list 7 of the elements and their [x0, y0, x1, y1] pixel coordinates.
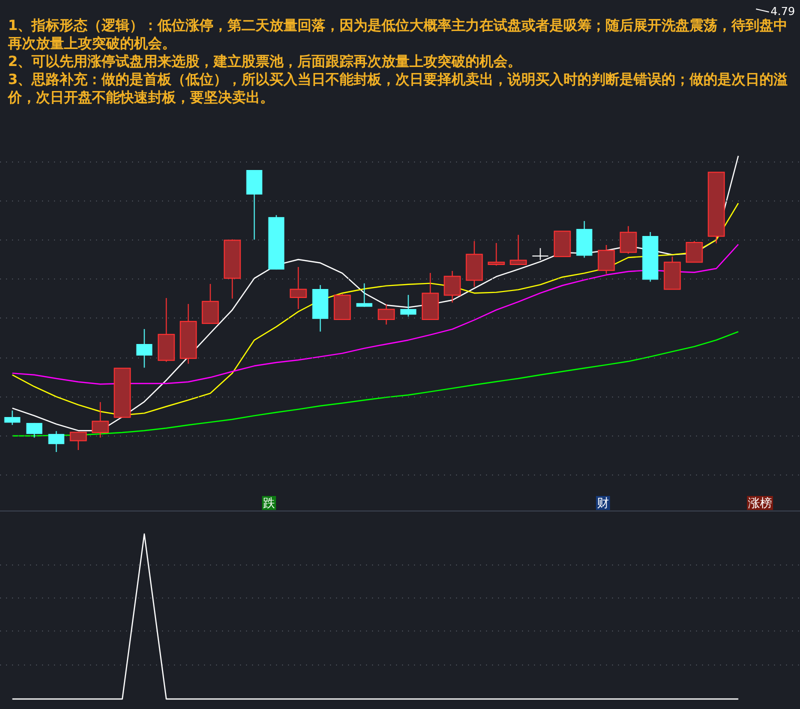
- text: 4.79: [770, 5, 795, 18]
- text: 财: [597, 496, 609, 510]
- text: 跌: [263, 496, 275, 510]
- text: 1、指标形态（逻辑）：低位涨停，第二天放量回落，因为是低位大概率主力在试盘或者是吸筹；随后展开洗盘震荡，待到盘中再次放量上攻突破的机会。: [8, 17, 789, 53]
- text: 2、可以先用涨停试盘用来选股，建立股票池，后面跟踪再次放量上攻突破的机会。: [8, 53, 523, 71]
- text: 涨榜: [748, 496, 772, 510]
- text: 3、思路补充：做的是首板（低位），所以买入当日不能封板，次日要择机卖出，说明买入时的判断是错误的；做的是次日的溢价，次日开盘不能快速封板，要坚决卖出。: [8, 71, 789, 107]
